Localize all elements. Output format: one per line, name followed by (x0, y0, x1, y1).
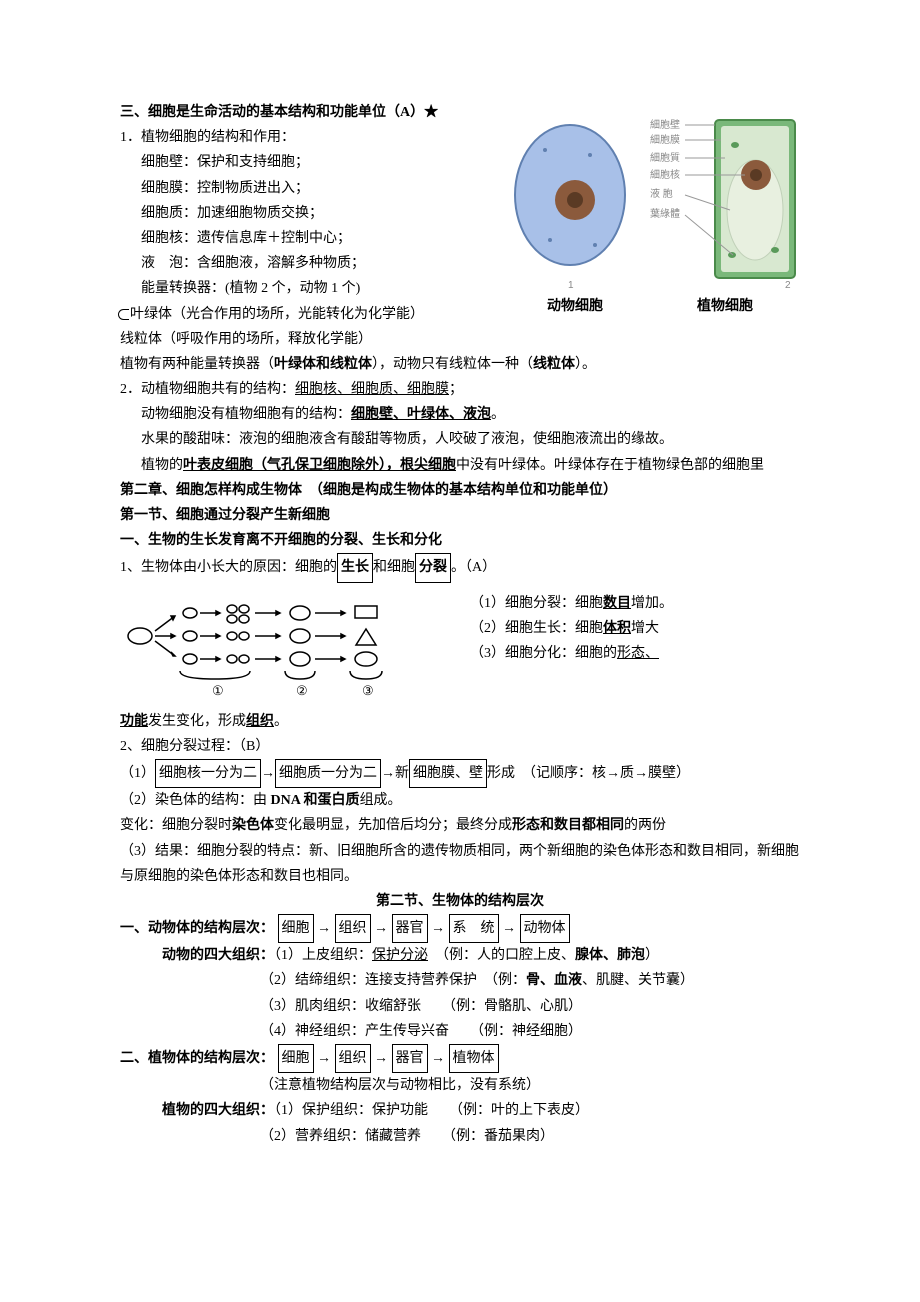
heading1: 一、生物的生长发育离不开细胞的分裂、生长和分化 (120, 528, 800, 553)
change-line: 变化：细胞分裂时染色体变化最明显，先加倍后均分；最终分成形态和数目都相同的两份 (120, 813, 800, 838)
plant-note: （注意植物结构层次与动物相比，没有系统） (120, 1073, 800, 1098)
item2-title: 2、细胞分裂过程：（B） (120, 734, 800, 759)
section1-title: 第一节、细胞通过分裂产生新细胞 (120, 503, 800, 528)
section2-title: 第二节、生物体的结构层次 (120, 889, 800, 914)
two-converters-line: 植物有两种能量转换器（叶绿体和线粒体），动物只有线粒体一种（线粒体）。 (120, 352, 800, 377)
cell-diagram-figure: 細胞壁 細胞膜 細胞質 細胞核 液 胞 葉綠體 1 2 动物细胞 植物细胞 (500, 100, 800, 319)
animal-tissue1: 动物的四大组织：（1）上皮组织：保护分泌 （例：人的口腔上皮、腺体、肺泡） (120, 943, 800, 968)
label-nucleus: 細胞核 (650, 168, 680, 181)
svg-text:②: ② (296, 683, 308, 698)
growth-reason: 1、生物体由小长大的原因：细胞的生长和细胞分裂。（A） (120, 553, 800, 582)
leaf-epidermis-line: 植物的叶表皮细胞（气孔保卫细胞除外），根尖细胞中没有叶绿体。叶绿体存在于植物绿色… (120, 453, 800, 478)
process2: （2）染色体的结构：由 DNA 和蛋白质组成。 (120, 788, 800, 813)
label-cell-wall: 細胞壁 (650, 118, 680, 131)
division-diagram: ① ② ③ (120, 591, 450, 701)
chapter2-title: 第二章、细胞怎样构成生物体 （细胞是构成生物体的基本结构单位和功能单位） (120, 478, 800, 503)
svg-text:①: ① (212, 683, 224, 698)
plant-tissue2: （2）营养组织：储藏营养 （例：番茄果肉） (120, 1124, 800, 1149)
animal-hierarchy: 一、动物体的结构层次： 细胞 → 组织 → 器官 → 系 统 → 动物体 (120, 914, 800, 943)
label-vacuole: 液 胞 (650, 187, 673, 200)
label-chloroplast: 葉綠體 (650, 207, 680, 220)
svg-text:③: ③ (362, 683, 374, 698)
function-tissue-line: 功能发生变化，形成组织。 (120, 709, 800, 734)
common-structures-line: 2．动植物细胞共有的结构：细胞核、细胞质、细胞膜； (120, 377, 800, 402)
cell-svg: 細胞壁 細胞膜 細胞質 細胞核 液 胞 葉綠體 1 2 (500, 100, 800, 290)
label-num1: 1 (568, 280, 574, 290)
mitochondria-line: 线粒体（呼吸作用的场所，释放化学能） (120, 327, 800, 352)
plant-hierarchy: 二、植物体的结构层次： 细胞 → 组织 → 器官 → 植物体 (120, 1044, 800, 1073)
plant-only-line: 动物细胞没有植物细胞有的结构：细胞壁、叶绿体、液泡。 (120, 402, 800, 427)
fruit-taste-line: 水果的酸甜味：液泡的细胞液含有酸甜等物质，人咬破了液泡，使细胞液流出的缘故。 (120, 427, 800, 452)
result-line: （3）结果：细胞分裂的特点：新、旧细胞所含的遗传物质相同，两个新细胞的染色体形态… (120, 839, 800, 889)
animal-tissue4: （4）神经组织：产生传导兴奋 （例：神经细胞） (120, 1019, 800, 1044)
animal-tissue3: （3）肌肉组织：收缩舒张 （例：骨骼肌、心肌） (120, 994, 800, 1019)
label-membrane: 細胞膜 (650, 133, 680, 146)
process1: （1）细胞核一分为二→细胞质一分为二→新细胞膜、壁形成 （记顺序：核→质→膜壁） (120, 759, 800, 788)
chloroplast-line: 叶绿体（光合作用的场所，光能转化为化学能） (130, 302, 800, 327)
label-cytoplasm: 細胞質 (650, 151, 680, 164)
plant-tissue1: 植物的四大组织：（1）保护组织：保护功能 （例：叶的上下表皮） (120, 1098, 800, 1123)
label-num2: 2 (785, 280, 791, 290)
division-notes: （1）细胞分裂：细胞数目增加。 （2）细胞生长：细胞体积增大 （3）细胞分化：细… (470, 591, 800, 667)
animal-tissue2: （2）结缔组织：连接支持营养保护 （例：骨、血液、肌腱、关节囊） (120, 968, 800, 993)
